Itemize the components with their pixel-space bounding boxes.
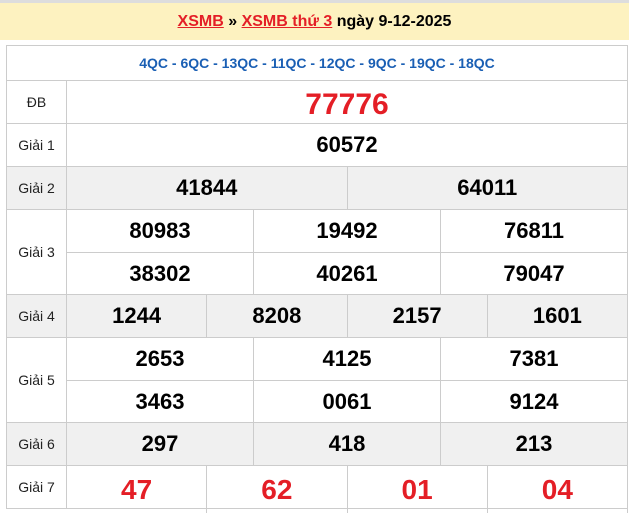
prize-number: 62 [207, 466, 348, 513]
prize-number: 38302 [67, 253, 254, 294]
prize-number: 80983 [67, 210, 254, 252]
prize-number: 47 [67, 466, 208, 513]
prize-number: 64011 [348, 167, 628, 209]
prize-number: 1601 [488, 295, 628, 337]
prize-number: 01 [348, 466, 488, 513]
prize-label: Giải 2 [7, 167, 67, 209]
prize-label: Giải 5 [7, 338, 67, 422]
prize-label: Giải 3 [7, 210, 67, 294]
prize-number: 297 [67, 423, 254, 465]
prize-row: Giải 3 80983 19492 76811 38302 40261 79047 [7, 210, 628, 295]
prize-label: ĐB [7, 81, 67, 123]
prize-number: 2157 [348, 295, 488, 337]
top-border [0, 0, 629, 3]
xsmb-link[interactable]: XSMB [177, 13, 224, 30]
prize-row: Giải 7 47 62 01 04 [7, 466, 628, 513]
prize-number: 76811 [441, 210, 628, 252]
xsmb-thu3-link[interactable]: XSMB thứ 3 [241, 13, 333, 30]
prize-number: 4125 [254, 338, 441, 380]
prize-number: 41844 [67, 167, 348, 209]
breadcrumb-separator: » [223, 13, 242, 30]
prize-label: Giải 6 [7, 423, 67, 465]
prize-number: 3463 [67, 381, 254, 422]
prize-number: 418 [254, 423, 441, 465]
prize-number: 2653 [67, 338, 254, 380]
prize-number: 19492 [254, 210, 441, 252]
prize-label: Giải 7 [7, 466, 67, 508]
prize-label: Giải 4 [7, 295, 67, 337]
prize-number: 9124 [441, 381, 628, 422]
prize-number: 04 [488, 466, 628, 513]
date-text: ngày 9-12-2025 [332, 13, 452, 30]
results-table: 4QC - 6QC - 13QC - 11QC - 12QC - 9QC - 1… [6, 45, 628, 513]
prize-number: 1244 [67, 295, 208, 337]
prize-label: Giải 1 [7, 124, 67, 166]
prize-row: ĐB 77776 [7, 81, 628, 128]
prize-number: 213 [441, 423, 628, 465]
prize-number: 79047 [441, 253, 628, 294]
prize-row: Giải 5 2653 4125 7381 3463 0061 9124 [7, 338, 628, 423]
prize-number: 8208 [207, 295, 348, 337]
lottery-codes: 4QC - 6QC - 13QC - 11QC - 12QC - 9QC - 1… [7, 46, 628, 81]
prize-number: 60572 [67, 124, 628, 166]
prize-number: 7381 [441, 338, 628, 380]
prize-row: Giải 4 1244 8208 2157 1601 [7, 295, 628, 338]
page-header: XSMB » XSMB thứ 3 ngày 9-12-2025 [0, 3, 629, 40]
prize-number: 0061 [254, 381, 441, 422]
prize-number: 77776 [67, 81, 628, 128]
prize-row: Giải 6 297 418 213 [7, 423, 628, 466]
prize-row: Giải 2 41844 64011 [7, 167, 628, 210]
prize-row: Giải 1 60572 [7, 124, 628, 167]
prize-number: 40261 [254, 253, 441, 294]
